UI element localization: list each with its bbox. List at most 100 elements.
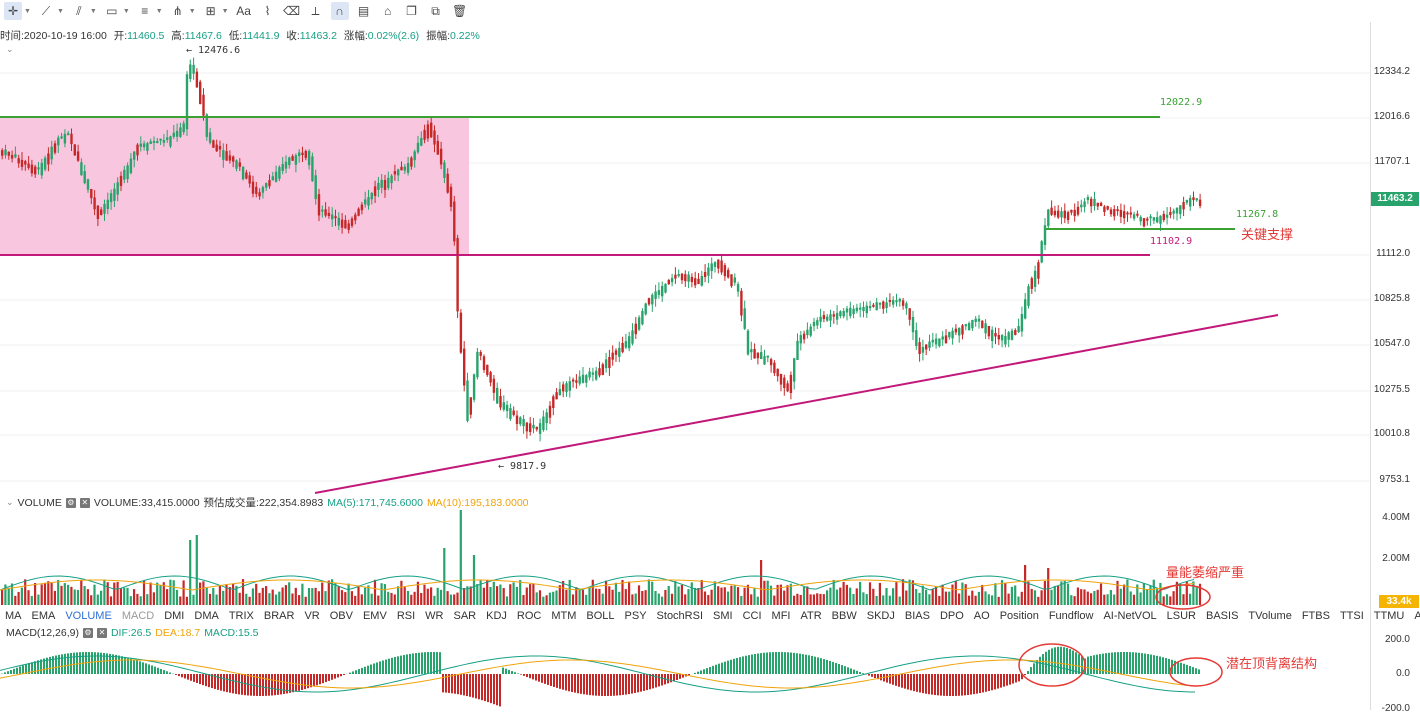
indicator-tab-ai-netvol[interactable]: AI-NetVOL bbox=[1098, 610, 1161, 622]
indicator-tab-mfi[interactable]: MFI bbox=[767, 610, 796, 622]
multi-line-icon[interactable]: ⫽ bbox=[70, 2, 88, 20]
macd-histogram-bar bbox=[862, 673, 864, 674]
eraser-icon[interactable]: ⌫ bbox=[283, 2, 301, 20]
candle-body bbox=[229, 155, 231, 160]
macd-histogram-bar bbox=[1126, 652, 1128, 674]
indicator-tab-kdj[interactable]: KDJ bbox=[481, 610, 512, 622]
horizontal-lines-icon[interactable]: ≡ bbox=[136, 2, 154, 20]
indicator-tab-vr[interactable]: VR bbox=[299, 610, 324, 622]
macd-histogram-bar bbox=[1081, 656, 1083, 674]
indicator-tab-bias[interactable]: BIAS bbox=[900, 610, 935, 622]
candle-body bbox=[1074, 210, 1076, 216]
chevron-down-icon[interactable]: ▼ bbox=[90, 8, 97, 15]
trash-icon[interactable]: 🗑 bbox=[451, 2, 469, 20]
price-chart[interactable] bbox=[0, 24, 1370, 494]
pitchfork-icon[interactable]: ⋔ bbox=[169, 2, 187, 20]
volume-bar bbox=[1024, 565, 1026, 605]
volume-title: VOLUME bbox=[18, 497, 62, 509]
indicator-tab-cci[interactable]: CCI bbox=[738, 610, 767, 622]
indicator-tab-stochrsi[interactable]: StochRSI bbox=[652, 610, 708, 622]
indicator-tab-ma[interactable]: MA bbox=[0, 610, 27, 622]
screenshot-icon[interactable]: ⧉ bbox=[427, 2, 445, 20]
magnet-icon[interactable]: ∩ bbox=[331, 2, 349, 20]
lock-icon[interactable]: ▤ bbox=[355, 2, 373, 20]
indicator-tab-ftbs[interactable]: FTBS bbox=[1297, 610, 1335, 622]
indicator-tab-smi[interactable]: SMI bbox=[708, 610, 738, 622]
chevron-down-icon[interactable]: ▼ bbox=[57, 8, 64, 15]
volume-bar bbox=[1, 590, 3, 605]
indicator-tab-skdj[interactable]: SKDJ bbox=[862, 610, 900, 622]
brush-icon[interactable]: ⌇ bbox=[259, 2, 277, 20]
indicator-tab-trix[interactable]: TRIX bbox=[224, 610, 259, 622]
indicator-tab-rsi[interactable]: RSI bbox=[392, 610, 420, 622]
volume-bar bbox=[486, 580, 488, 605]
macd-histogram-bar bbox=[316, 674, 318, 685]
trend-line-icon[interactable]: ⟋ bbox=[37, 2, 55, 20]
indicator-tab-bbw[interactable]: BBW bbox=[827, 610, 862, 622]
volume-bar bbox=[879, 583, 881, 605]
volume-bar bbox=[638, 585, 640, 605]
indicator-tab-ao[interactable]: AO bbox=[969, 610, 995, 622]
indicator-tab-tvolume[interactable]: TVolume bbox=[1243, 610, 1296, 622]
indicator-tab-ttmu[interactable]: TTMU bbox=[1369, 610, 1410, 622]
volume-chart[interactable] bbox=[0, 510, 1370, 605]
measure-icon[interactable]: ⊞ bbox=[202, 2, 220, 20]
chevron-down-icon[interactable]: ▼ bbox=[189, 8, 196, 15]
candle-body bbox=[8, 152, 10, 156]
chevron-down-icon[interactable]: ▼ bbox=[156, 8, 163, 15]
candle-body bbox=[803, 334, 805, 340]
rectangle-icon[interactable]: ▭ bbox=[103, 2, 121, 20]
indicator-tab-basis[interactable]: BASIS bbox=[1201, 610, 1243, 622]
indicator-tab-dpo[interactable]: DPO bbox=[935, 610, 969, 622]
indicator-tab-position[interactable]: Position bbox=[995, 610, 1044, 622]
macd-histogram-bar bbox=[391, 658, 393, 674]
copy-icon[interactable]: ❐ bbox=[403, 2, 421, 20]
text-icon[interactable]: Aa bbox=[235, 2, 253, 20]
candle-body bbox=[318, 194, 320, 215]
macd-histogram-bar bbox=[841, 665, 843, 674]
candle-body bbox=[958, 328, 960, 336]
indicator-tab-fundflow[interactable]: Fundflow bbox=[1044, 610, 1099, 622]
indicator-tab-mtm[interactable]: MTM bbox=[546, 610, 581, 622]
macd-histogram-bar bbox=[13, 669, 15, 674]
close-icon[interactable]: ✕ bbox=[97, 628, 107, 638]
close-icon[interactable]: ✕ bbox=[80, 498, 90, 508]
indicator-tab-volume[interactable]: VOLUME bbox=[60, 610, 116, 622]
candle-body bbox=[691, 277, 693, 282]
chevron-down-icon[interactable]: ▼ bbox=[24, 8, 31, 15]
indicator-tab-dmi[interactable]: DMI bbox=[159, 610, 189, 622]
candle-body bbox=[437, 141, 439, 155]
indicator-tab-sar[interactable]: SAR bbox=[448, 610, 481, 622]
candle-body bbox=[275, 172, 277, 182]
indicator-tab-emv[interactable]: EMV bbox=[358, 610, 392, 622]
volume-bar bbox=[579, 589, 581, 605]
indicator-tab-dma[interactable]: DMA bbox=[189, 610, 223, 622]
crosshair-icon[interactable]: ✛ bbox=[4, 2, 22, 20]
macd-histogram-bar bbox=[628, 674, 630, 694]
indicator-tab-ttsi[interactable]: TTSI bbox=[1335, 610, 1369, 622]
indicator-tab-obv[interactable]: OBV bbox=[325, 610, 358, 622]
settings-gear-icon[interactable]: ⚙ bbox=[83, 628, 93, 638]
collapse-chevron-icon[interactable]: ⌄ bbox=[6, 497, 14, 508]
chevron-down-icon[interactable]: ▼ bbox=[123, 8, 130, 15]
candle-body bbox=[1027, 286, 1029, 306]
indicator-tab-wr[interactable]: WR bbox=[420, 610, 448, 622]
indicator-tab-ai-bsi[interactable]: AI-BSI bbox=[1409, 610, 1420, 622]
volume-bar bbox=[836, 590, 838, 605]
indicator-tab-ema[interactable]: EMA bbox=[27, 610, 61, 622]
candle-body bbox=[935, 339, 937, 345]
indicator-tab-brar[interactable]: BRAR bbox=[259, 610, 300, 622]
indicator-tab-lsur[interactable]: LSUR bbox=[1162, 610, 1201, 622]
candle-body bbox=[390, 176, 392, 184]
indicator-tab-boll[interactable]: BOLL bbox=[581, 610, 619, 622]
drawing-toolbar: ✛▼ ⟋▼ ⫽▼ ▭▼ ≡▼ ⋔▼ ⊞▼ Aa ⌇ ⌫ ⟂ ∩ ▤ ⌂ ❐ ⧉ … bbox=[0, 0, 1420, 22]
chevron-down-icon[interactable]: ▼ bbox=[222, 8, 229, 15]
settings-gear-icon[interactable]: ⚙ bbox=[66, 498, 76, 508]
group-icon[interactable]: ⌂ bbox=[379, 2, 397, 20]
indicator-tab-roc[interactable]: ROC bbox=[512, 610, 546, 622]
indicator-tab-atr[interactable]: ATR bbox=[795, 610, 826, 622]
ruler-icon[interactable]: ⟂ bbox=[307, 2, 325, 20]
macd-chart[interactable] bbox=[0, 640, 1370, 710]
indicator-tab-psy[interactable]: PSY bbox=[620, 610, 652, 622]
indicator-tab-macd[interactable]: MACD bbox=[117, 610, 159, 622]
